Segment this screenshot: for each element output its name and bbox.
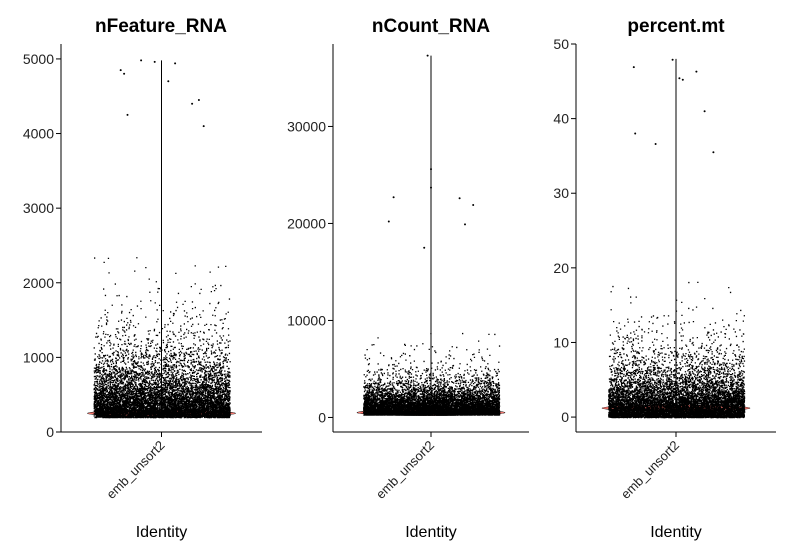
- y-tick-label: 1000: [23, 349, 54, 365]
- outlier-point: [458, 197, 461, 200]
- outlier-point: [426, 54, 429, 57]
- outlier-point: [197, 99, 200, 101]
- points-bulk: [93, 257, 231, 419]
- outlier-point: [712, 151, 715, 154]
- outlier-point: [119, 69, 122, 72]
- y-tick-label: 40: [553, 111, 569, 127]
- panel-1: nFeature_RNA 0 1000 2000 3000 4000 5000 emb_uns…: [23, 16, 262, 541]
- x-tick-label: emb_unsort2: [103, 438, 167, 502]
- outlier-point: [123, 72, 126, 75]
- outlier-point: [430, 186, 432, 189]
- y-tick-label: 5000: [23, 51, 54, 67]
- outlier-point: [695, 70, 698, 73]
- outlier-point: [654, 143, 657, 145]
- jitter-points: [93, 59, 231, 419]
- outlier-point: [681, 78, 684, 81]
- outlier-point: [430, 168, 432, 171]
- y-tick-label: 10: [553, 334, 569, 350]
- x-tick-label: emb_unsort2: [373, 438, 437, 502]
- x-axis-label: Identity: [405, 524, 457, 541]
- y-tick-label: 20: [553, 260, 569, 276]
- y-tick-label: 20000: [287, 215, 326, 231]
- outlier-point: [174, 62, 177, 65]
- outlier-point: [153, 60, 156, 63]
- panel-3: percent.mt 0 10 20 30 40 50 emb_unsort2 Identity: [553, 16, 776, 541]
- panel-2: nCount_RNA 0 10000 20000 30000 emb_unsort2 Ide…: [287, 16, 529, 541]
- y-tick-label: 3000: [23, 200, 54, 216]
- outlier-point: [671, 58, 674, 61]
- outlier-point: [140, 59, 143, 62]
- outlier-point: [167, 80, 170, 83]
- x-axis-label: Identity: [650, 524, 702, 541]
- outlier-point: [678, 77, 681, 80]
- outlier-point: [464, 223, 466, 226]
- outlier-point: [202, 125, 205, 128]
- outlier-point: [703, 110, 706, 113]
- y-tick-label: 30: [553, 185, 569, 201]
- x-tick-label: emb_unsort2: [618, 438, 682, 502]
- outlier-point: [634, 132, 637, 135]
- y-tick-label: 30000: [287, 118, 326, 134]
- outlier-point: [191, 102, 194, 105]
- y-tick-label: 4000: [23, 126, 54, 142]
- x-axis-label: Identity: [136, 524, 188, 541]
- points-bulk: [363, 332, 501, 416]
- panel-title: nCount_RNA: [372, 16, 490, 37]
- jitter-points: [608, 58, 746, 419]
- points-bulk: [608, 281, 746, 419]
- outlier-point: [472, 204, 475, 206]
- y-tick-label: 0: [46, 424, 54, 440]
- outlier-point: [392, 196, 395, 199]
- y-tick-label: 10000: [287, 312, 326, 328]
- outlier-point: [387, 220, 390, 223]
- panel-title: percent.mt: [627, 16, 725, 37]
- outlier-point: [126, 113, 129, 116]
- panel-title: nFeature_RNA: [95, 16, 227, 37]
- jitter-points: [363, 54, 501, 416]
- y-tick-label: 50: [553, 36, 569, 52]
- outlier-point: [423, 246, 426, 249]
- outlier-point: [632, 66, 635, 69]
- y-tick-label: 2000: [23, 275, 54, 291]
- y-tick-label: 0: [318, 409, 326, 425]
- y-tick-label: 0: [561, 409, 569, 425]
